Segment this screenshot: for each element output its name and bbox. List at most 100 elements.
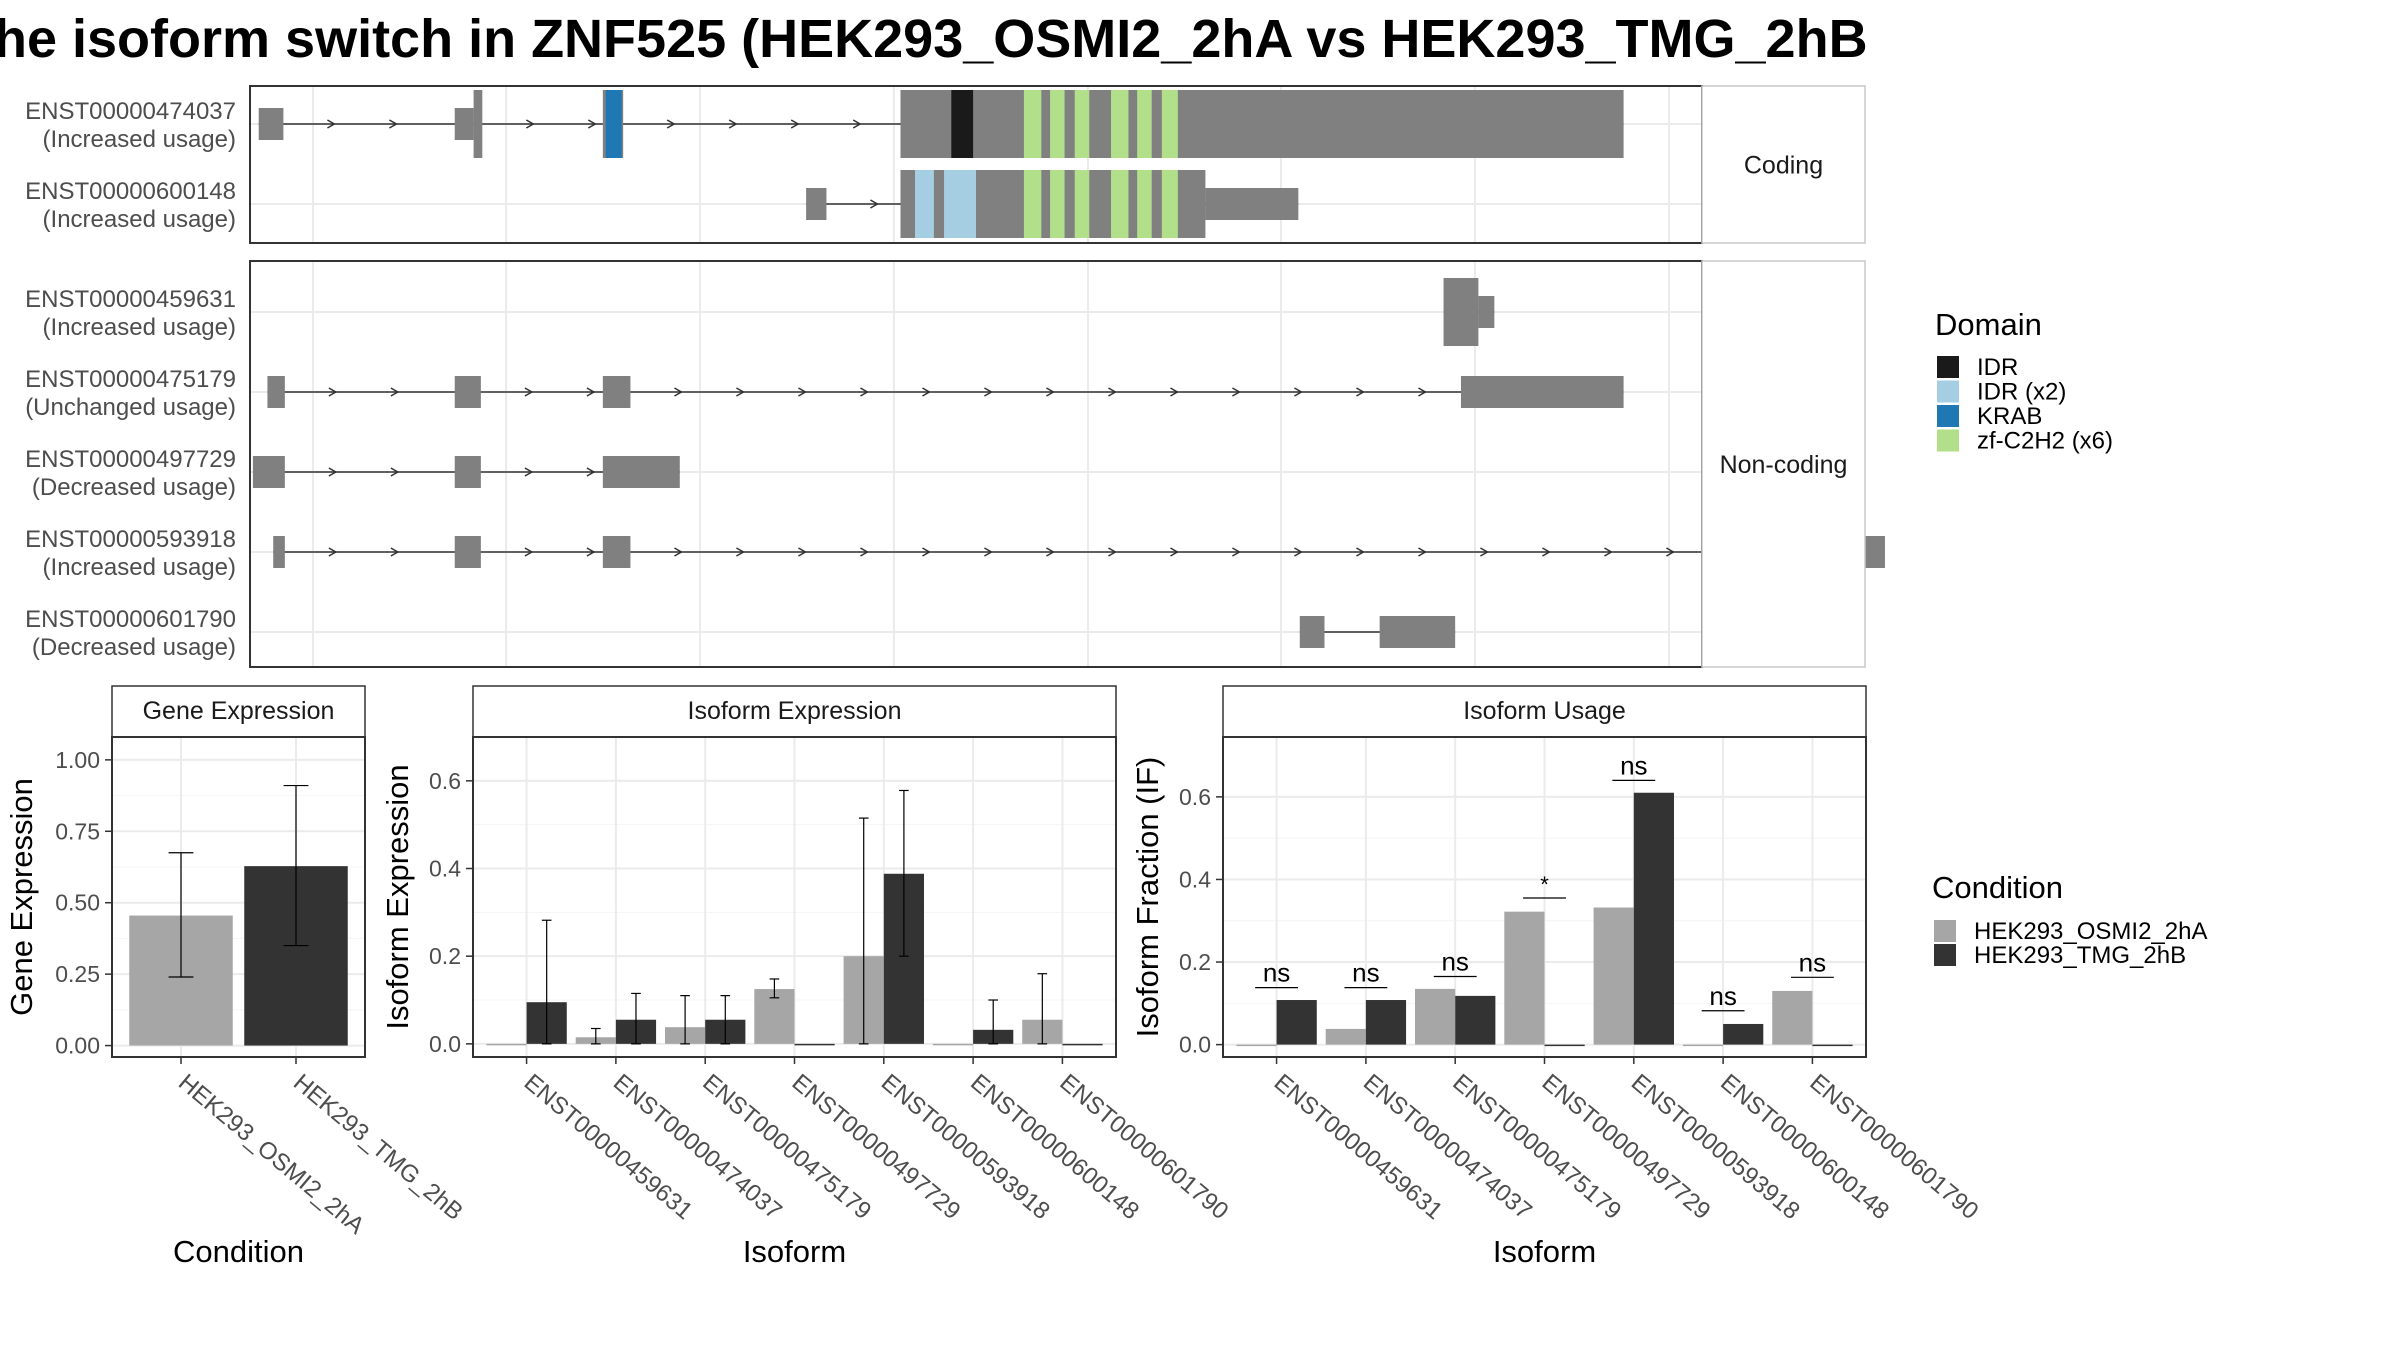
isoform-usage-chart: Isoform Usage ns ns ns * ns ns ns 0.0 0.2 0.4 0.6 EN…: [1130, 685, 1984, 1269]
legend-key-idr: [1937, 356, 1959, 378]
legend-label: IDR (x2): [1977, 379, 2066, 406]
direction-arrow: [328, 467, 338, 477]
legend-label: HEK293_TMG_2hB: [1974, 942, 2186, 969]
exon: [258, 108, 284, 140]
y-tick-label: 0.4: [429, 856, 461, 882]
transcript-usage-label: (Increased usage): [43, 314, 236, 341]
domain-idr-x2-: [915, 170, 934, 238]
y-tick-label: 0.75: [55, 818, 100, 844]
direction-arrow: [390, 547, 400, 557]
transcript-usage-label: (Decreased usage): [32, 474, 236, 501]
domain-idr: [951, 90, 974, 158]
domain-zf-c2h2-x6-: [1161, 90, 1178, 158]
exon: [602, 456, 680, 488]
transcript-id-label: ENST00000497729: [25, 446, 236, 473]
direction-arrow: [674, 547, 683, 557]
x-axis-label: Isoform: [1493, 1234, 1596, 1269]
bar: [1236, 1044, 1277, 1047]
facet-strip: [1701, 260, 1866, 668]
significance-label: ns: [1263, 958, 1290, 988]
legend-key-idr-x2-: [1937, 380, 1959, 403]
direction-arrow: [1356, 547, 1365, 557]
exon: [1379, 616, 1456, 648]
bar: [1415, 988, 1456, 1045]
direction-arrow: [984, 547, 993, 557]
direction-arrow: [390, 467, 400, 477]
significance-label: *: [1540, 872, 1549, 897]
exon: [454, 108, 474, 140]
domain-zf-c2h2-x6-: [1161, 170, 1178, 238]
bar: [1455, 995, 1496, 1045]
exon: [473, 90, 483, 158]
direction-arrow: [984, 387, 993, 397]
direction-arrow: [328, 547, 338, 557]
domain-zf-c2h2-x6-: [1023, 170, 1042, 238]
significance-label: ns: [1441, 946, 1468, 976]
direction-arrow: [328, 387, 338, 397]
domain-zf-c2h2-x6-: [1111, 90, 1129, 158]
direction-arrow: [736, 387, 745, 397]
domain-idr-x2-: [944, 170, 976, 238]
direction-arrow: [728, 119, 738, 129]
direction-arrow: [586, 387, 596, 397]
x-tick-label: ENST00000601790: [1805, 1069, 1984, 1225]
bar: [1504, 911, 1545, 1045]
transcript-ENST00000497729: ENST00000497729(Decreased usage): [25, 446, 680, 501]
bar: [1365, 1000, 1407, 1045]
bar: [1812, 1044, 1853, 1047]
transcript-id-label: ENST00000600148: [25, 178, 236, 205]
legend-label: IDR: [1977, 354, 2018, 381]
direction-arrow: [1170, 547, 1179, 557]
legend-label: KRAB: [1977, 403, 2042, 430]
direction-arrow: [860, 387, 869, 397]
exon: [454, 456, 481, 488]
exon: [454, 376, 481, 408]
transcript-id-label: ENST00000601790: [25, 606, 236, 633]
exon: [602, 536, 631, 568]
direction-arrow: [1232, 387, 1241, 397]
exon: [267, 376, 285, 408]
direction-arrow: [1480, 547, 1489, 557]
isoform-expression-chart: Isoform Expression 0.0 0.2 0.4 0.6 ENST000004…: [380, 685, 1233, 1269]
legend-key-condition: [1934, 944, 1956, 966]
domain-zf-c2h2-x6-: [1050, 170, 1065, 238]
condition-legend-title: Condition: [1932, 870, 2063, 905]
facet-non-coding: ENST00000459631(Increased usage)ENST0000…: [25, 260, 1885, 668]
y-tick-label: 0.25: [55, 961, 100, 987]
direction-arrow: [1108, 387, 1117, 397]
transcript-ENST00000475179: ENST00000475179(Unchanged usage): [25, 366, 1624, 421]
x-tick-label: ENST00000475179: [1447, 1069, 1626, 1225]
direction-arrow: [1046, 547, 1055, 557]
exon: [806, 188, 827, 220]
chart-title: Isoform Expression: [688, 697, 902, 725]
transcript-id-label: ENST00000475179: [25, 366, 236, 393]
y-axis-label: Isoform Expression: [380, 764, 415, 1029]
y-tick-label: 0.2: [429, 943, 461, 969]
direction-arrow: [666, 119, 676, 129]
y-tick-label: 0.6: [429, 768, 461, 794]
exon: [602, 376, 631, 408]
bar: [1276, 1000, 1317, 1045]
y-tick-label: 0.50: [55, 890, 100, 916]
direction-arrow: [586, 467, 596, 477]
direction-arrow: [389, 119, 398, 129]
figure-title: he isoform switch in ZNF525 (HEK293_OSMI…: [0, 9, 1868, 69]
plot-border: [111, 736, 366, 1058]
y-axis-label: Isoform Fraction (IF): [1130, 757, 1165, 1038]
bar: [1723, 1023, 1764, 1045]
facet-coding: ENST00000474037(Increased usage) ENST0000…: [25, 85, 1866, 244]
direction-arrow: [870, 199, 879, 209]
exon: [273, 536, 285, 568]
x-tick-label: HEK293_OSMI2_2hA: [173, 1069, 369, 1240]
direction-arrow: [525, 119, 535, 129]
y-tick-label: 0.4: [1179, 866, 1211, 892]
direction-arrow: [798, 387, 807, 397]
transcript-ENST00000474037: ENST00000474037(Increased usage): [25, 90, 1624, 158]
bar: [1544, 1044, 1585, 1047]
direction-arrow: [674, 387, 683, 397]
bar: [1325, 1028, 1366, 1045]
bar: [1633, 792, 1674, 1045]
domain-zf-c2h2-x6-: [1137, 170, 1152, 238]
chart-title: Gene Expression: [143, 697, 335, 725]
